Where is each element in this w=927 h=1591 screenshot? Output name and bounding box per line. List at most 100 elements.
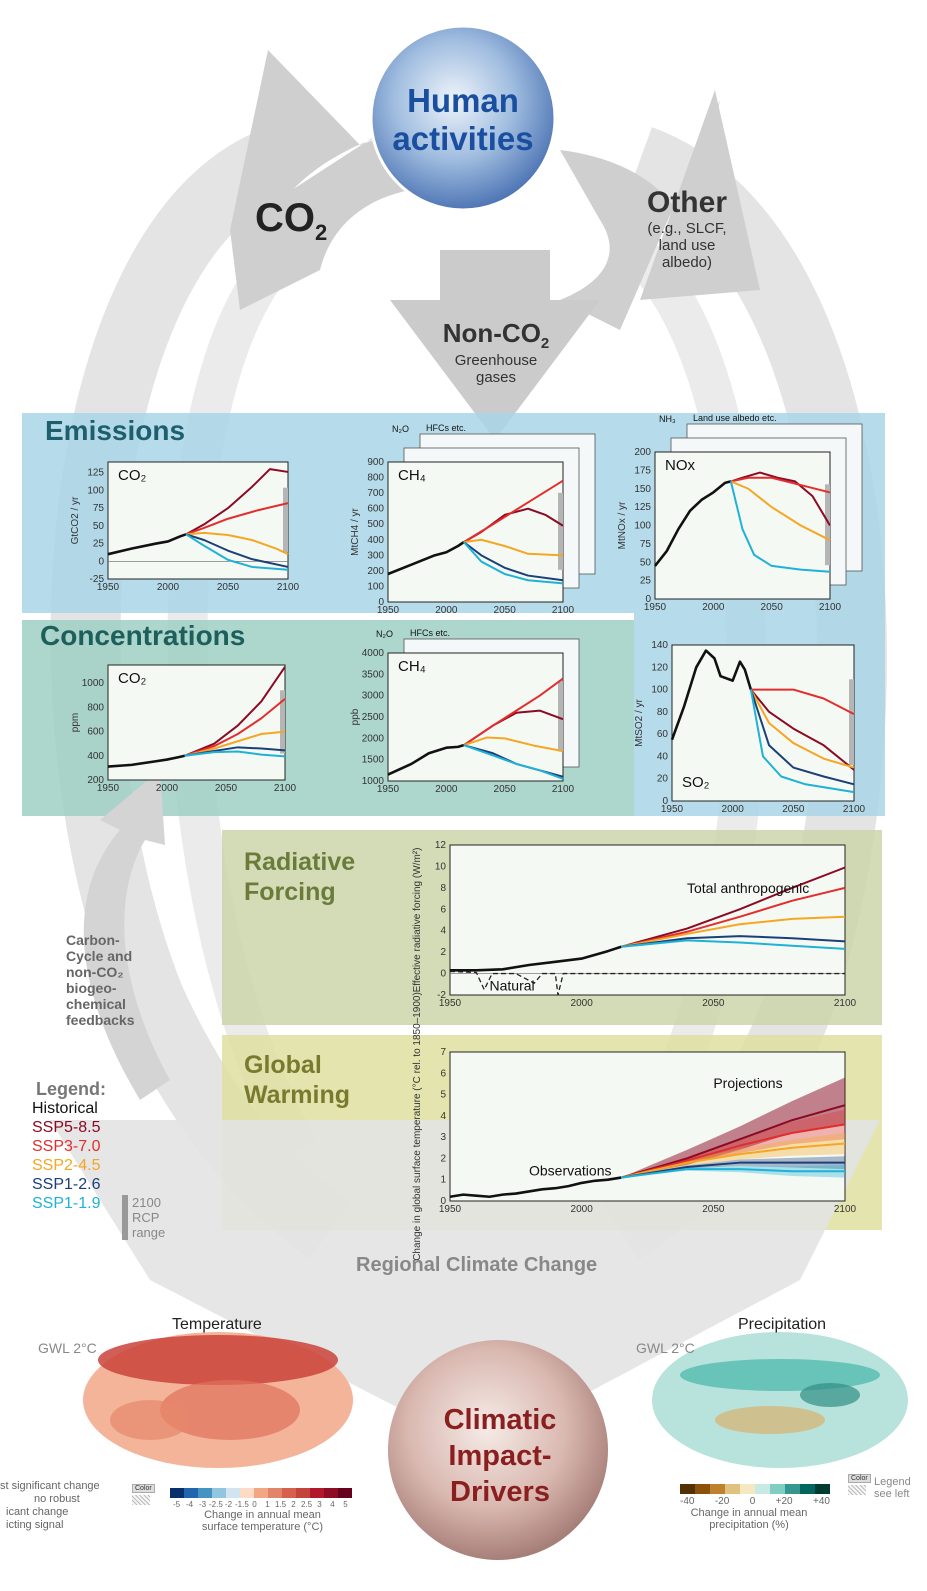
x-tick-label: 2050	[782, 804, 805, 815]
y-tick-label: 2	[440, 947, 446, 958]
gwl-precip-label: GWL 2°C	[636, 1340, 695, 1356]
temperature-map-title: Temperature	[172, 1316, 262, 1333]
chart-em-nox: 1950 2000 2050 2100 0 25 50 75 100 125 150 175 200 Mt…	[617, 413, 863, 613]
series-line-ssp119	[729, 481, 831, 573]
y-tick-label: 500	[367, 519, 384, 530]
temp-tick: 1.5	[274, 1500, 287, 1509]
x-tick-label: 2000	[571, 1204, 594, 1215]
temp-tick: -3	[198, 1500, 207, 1509]
chart-em-co2: 1950 2000 2050 2100 -25 0 25 50 75 100 125 GtCO2 / …	[70, 461, 300, 593]
uncertainty-band-ssp126	[621, 1156, 845, 1178]
hatch-tag-right	[848, 1485, 866, 1495]
precipitation-colorbar: -40 -20 0 +20 +40 Change in annual mean prec…	[680, 1484, 830, 1531]
rcp-range-bar	[849, 679, 854, 766]
series-line-ssp119	[185, 533, 289, 571]
y-tick-label: 2500	[362, 712, 385, 723]
temp-tick: 3	[317, 1500, 322, 1509]
y-tick-label: 400	[87, 751, 104, 762]
y-tick-label: 80	[657, 707, 669, 718]
x-tick-label: 2100	[834, 998, 857, 1009]
rcp-range-bar	[825, 484, 830, 566]
y-tick-label: 0	[645, 594, 651, 605]
y-tick-label: 2	[440, 1153, 446, 1164]
temp-swatch	[170, 1488, 184, 1498]
precip-swatch	[725, 1484, 740, 1494]
y-tick-label: 10	[435, 861, 447, 872]
temp-swatch	[254, 1488, 268, 1498]
y-tick-label: 100	[651, 685, 668, 696]
precip-swatch	[770, 1484, 785, 1494]
legend-item: SSP2-4.5	[32, 1157, 101, 1174]
y-tick-label: 4000	[362, 648, 385, 659]
regional-arrow	[50, 1120, 880, 1450]
y-tick-label: 175	[634, 465, 651, 476]
color-tag-left: Color	[132, 1484, 155, 1493]
series-line-ssp245	[184, 730, 286, 757]
series-line-ssp126	[621, 935, 846, 948]
series-line-ssp585	[620, 866, 846, 948]
temp-tick: 4	[330, 1500, 335, 1509]
y-axis-label: ppb	[350, 708, 361, 725]
y-tick-label: 7	[440, 1047, 446, 1058]
series-line-ssp245	[749, 689, 855, 769]
series-line-historical	[450, 945, 622, 972]
temp-tick: -4	[185, 1500, 194, 1509]
temp-tick: -5	[172, 1500, 181, 1509]
temp-swatch	[212, 1488, 226, 1498]
series-line-ssp245	[620, 915, 846, 948]
uncertainty-band-ssp585	[621, 1077, 845, 1178]
climatic-impact-drivers-title: Climatic Impact- Drivers	[443, 1404, 557, 1508]
y-axis-label: MtCH4 / yr	[350, 507, 361, 555]
series-line-historical	[107, 533, 187, 556]
global-warming-title: Global Warming	[244, 1051, 351, 1109]
chart-annotation: Natural	[490, 978, 535, 994]
series-line-ssp585	[184, 666, 286, 757]
rcp-range-bar	[280, 690, 285, 754]
y-tick-label: 100	[87, 485, 104, 496]
y-tick-label: 3500	[362, 669, 385, 680]
hatch-tag-left	[132, 1495, 150, 1505]
temp-swatch	[324, 1488, 338, 1498]
y-tick-label: 1000	[82, 678, 105, 689]
x-tick-label: 2000	[702, 602, 725, 613]
temp-swatch	[240, 1488, 254, 1498]
precip-swatch	[680, 1484, 695, 1494]
y-tick-label: 4	[440, 1111, 446, 1122]
y-axis-label: MtNOx / yr	[617, 501, 628, 549]
series-line-ssp370	[730, 476, 831, 494]
series-line-ssp126	[749, 689, 855, 786]
x-tick-label: 1950	[439, 1204, 462, 1215]
chart-conc-co2: 1950 2000 2050 2100 200 400 600 800 1000 ppm CO₂	[70, 664, 297, 794]
nonco2-branch-label: Non-CO2 Greenhouse gases	[442, 318, 550, 387]
y-tick-label: 1000	[362, 776, 385, 787]
y-axis-label: Effective radiative forcing (W/m²)	[412, 848, 423, 993]
other-arrow-head	[640, 90, 760, 300]
x-tick-label: 2100	[277, 582, 300, 593]
series-line-ssp585	[750, 688, 855, 771]
gwl-temp-label: GWL 2°C	[38, 1340, 97, 1356]
chart-title: CO₂	[118, 670, 147, 687]
x-tick-label: 2100	[274, 783, 297, 794]
x-tick-label: 2100	[819, 602, 842, 613]
rcp-range-bar	[558, 681, 563, 752]
series-line-ssp119	[184, 750, 286, 758]
series-line-ssp119	[621, 1168, 845, 1179]
precip-swatch	[695, 1484, 710, 1494]
x-tick-label: 2050	[217, 582, 240, 593]
y-tick-label: 75	[640, 539, 652, 550]
y-tick-label: 8	[440, 883, 446, 894]
y-tick-label: 125	[87, 468, 104, 479]
y-tick-label: 140	[651, 640, 668, 651]
temp-tick: 2	[291, 1500, 296, 1509]
series-line-ssp245	[620, 1142, 846, 1179]
y-tick-label: 600	[87, 727, 104, 738]
chart-title: CH₄	[398, 467, 426, 484]
y-tick-label: 900	[367, 457, 384, 468]
y-tick-label: 75	[93, 503, 105, 514]
legend-item: Historical	[32, 1100, 98, 1117]
temp-tick: -2.5	[209, 1500, 223, 1509]
series-line-ssp119	[463, 744, 564, 780]
temp-swatch	[296, 1488, 310, 1498]
